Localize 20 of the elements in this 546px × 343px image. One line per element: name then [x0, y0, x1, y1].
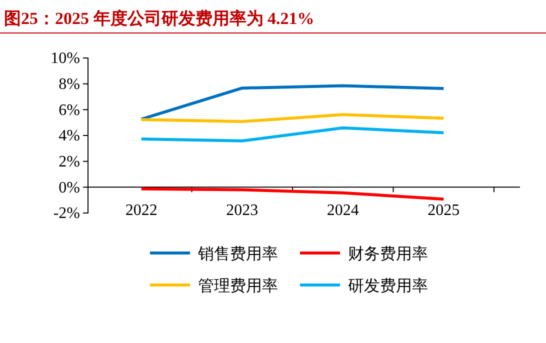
line-series: [140, 113, 446, 124]
y-tick-label: 10%: [50, 50, 80, 68]
legend-label: 销售费用率: [197, 245, 278, 263]
y-tick-label: -2%: [53, 205, 80, 222]
line-series: [140, 84, 446, 121]
legend-label: 管理费用率: [198, 277, 278, 295]
y-tick-label: 0%: [58, 179, 80, 196]
line-series: [140, 126, 446, 142]
legend-label: 研发费用率: [348, 277, 428, 295]
x-tick-label: 2024: [326, 202, 359, 219]
line-series: [140, 187, 446, 201]
x-tick-label: 2025: [428, 202, 460, 219]
legend-label: 财务费用率: [348, 245, 428, 263]
x-tick-label: 2022: [125, 202, 158, 219]
y-tick-label: 8%: [58, 76, 80, 93]
chart-title: 图25：2025 年度公司研发费用率为 4.21%: [4, 9, 314, 28]
y-tick-label: 2%: [58, 153, 80, 170]
y-tick-label: 6%: [58, 102, 80, 119]
y-tick-label: 4%: [58, 128, 80, 145]
x-tick-label: 2023: [226, 202, 258, 219]
